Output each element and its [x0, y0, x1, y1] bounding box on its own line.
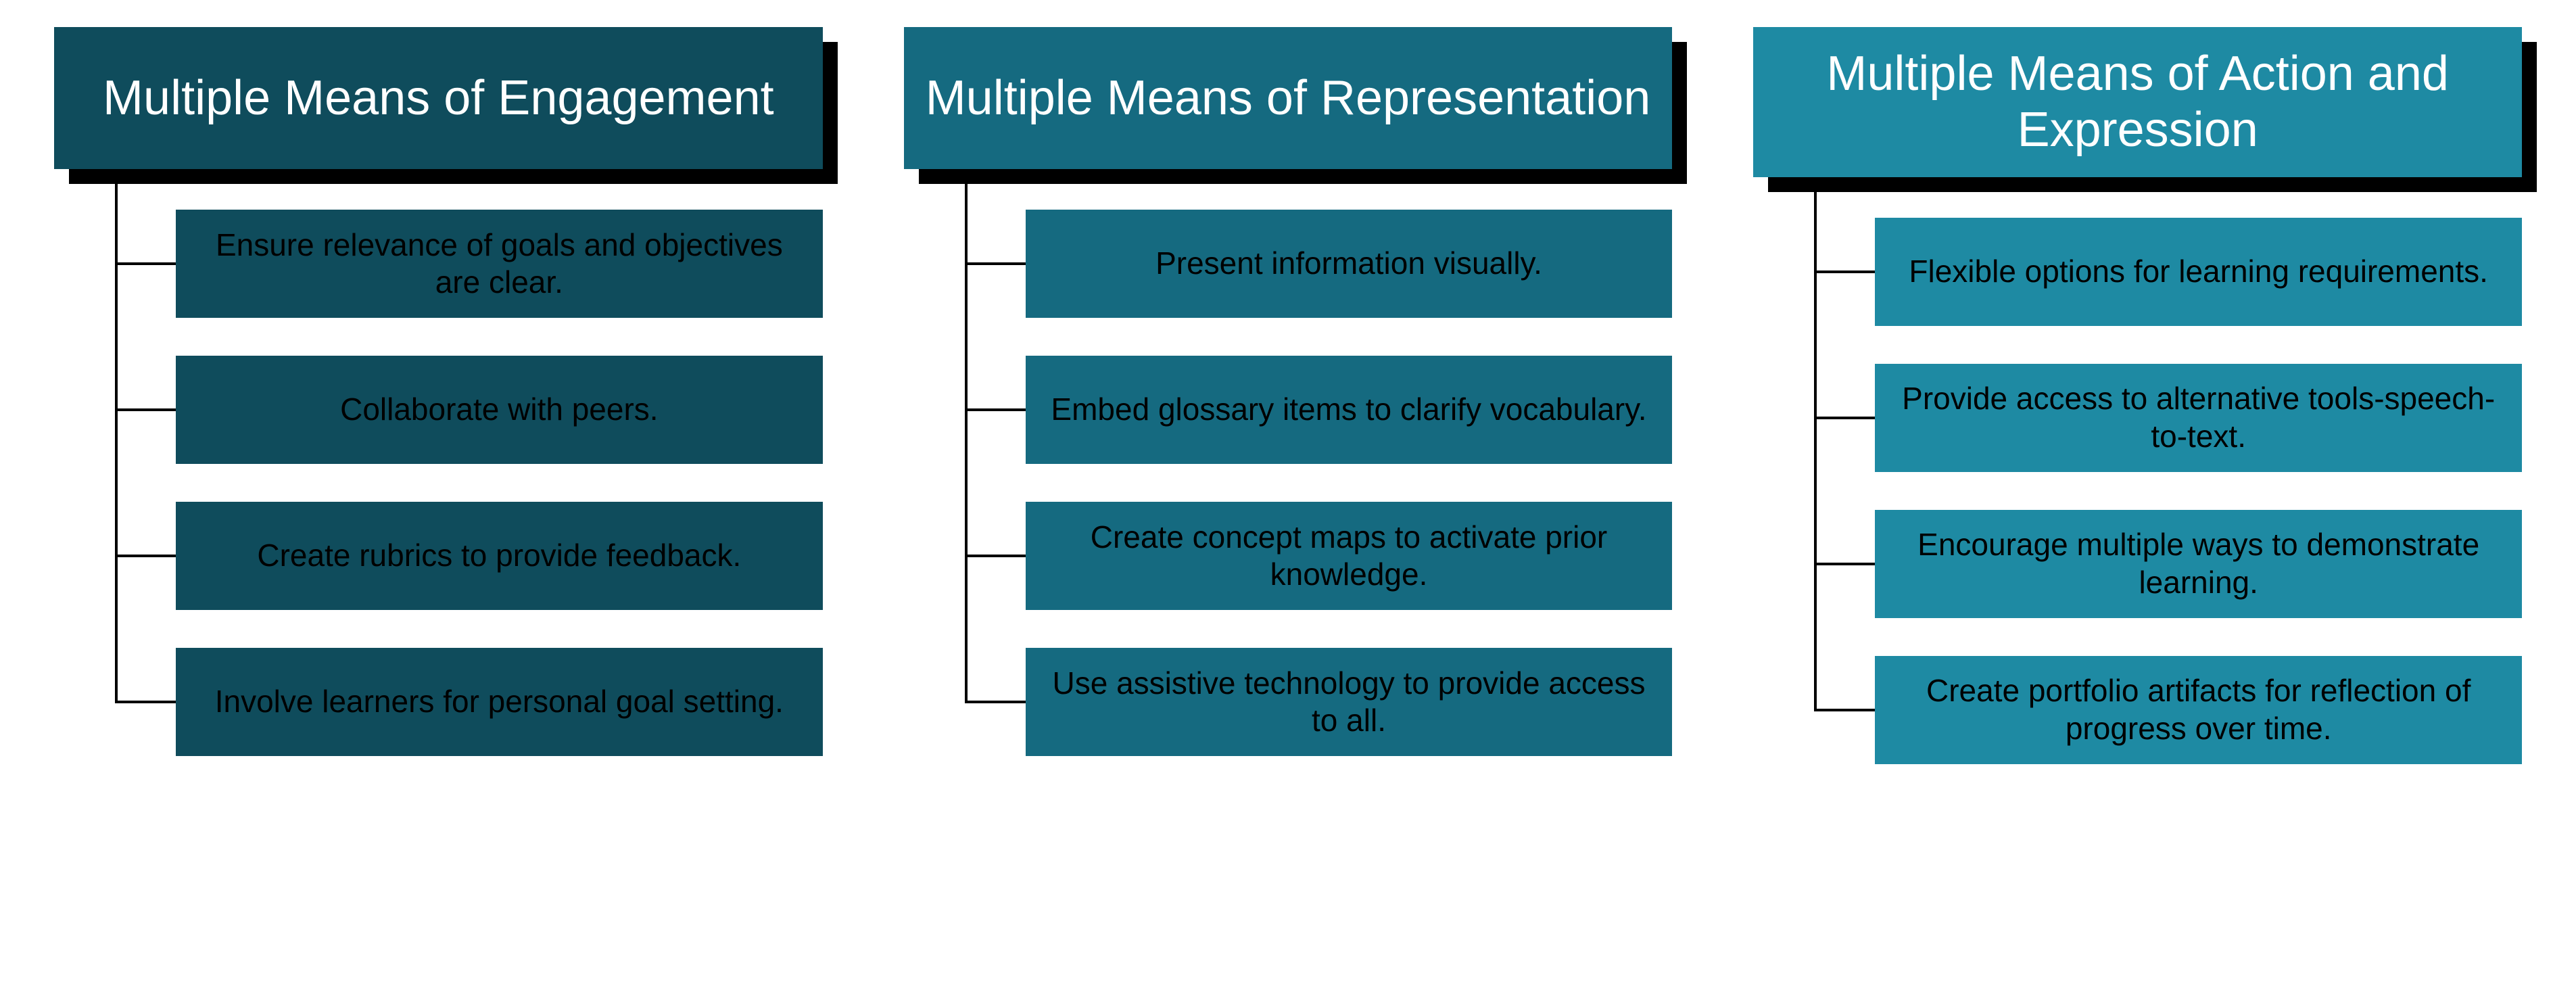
item-row: Use assistive technology to provide acce…: [1026, 648, 1673, 756]
item-box: Present information visually.: [1026, 210, 1673, 318]
item-box: Collaborate with peers.: [176, 356, 823, 464]
connector-horizontal: [965, 555, 1026, 557]
connector-horizontal: [115, 701, 176, 703]
item-row: Involve learners for personal goal setti…: [176, 648, 823, 756]
item-row: Create rubrics to provide feedback.: [176, 502, 823, 610]
item-box: Ensure relevance of goals and objectives…: [176, 210, 823, 318]
column-1: Multiple Means of Representation Present …: [904, 27, 1673, 802]
column-2: Multiple Means of Action and Expression F…: [1753, 27, 2522, 802]
connector-horizontal: [965, 701, 1026, 703]
header-box: Multiple Means of Representation: [904, 27, 1673, 169]
items-container: Ensure relevance of goals and objectives…: [54, 210, 823, 756]
header-box: Multiple Means of Action and Expression: [1753, 27, 2522, 177]
connector-vertical: [1814, 177, 1817, 711]
item-box: Involve learners for personal goal setti…: [176, 648, 823, 756]
item-row: Embed glossary items to clarify vocabula…: [1026, 356, 1673, 464]
item-box: Encourage multiple ways to demonstrate l…: [1875, 510, 2522, 618]
item-row: Encourage multiple ways to demonstrate l…: [1875, 510, 2522, 618]
connector-horizontal: [965, 408, 1026, 411]
connector-horizontal: [1814, 417, 1875, 419]
header-wrap: Multiple Means of Action and Expression: [1753, 27, 2522, 177]
header-wrap: Multiple Means of Engagement: [54, 27, 823, 169]
item-box: Create concept maps to activate prior kn…: [1026, 502, 1673, 610]
connector-horizontal: [1814, 709, 1875, 711]
connector-vertical: [115, 169, 118, 703]
columns-container: Multiple Means of Engagement Ensure relev…: [0, 0, 2576, 802]
items-container: Present information visually. Embed gloss…: [904, 210, 1673, 756]
connector-horizontal: [965, 262, 1026, 265]
item-box: Create portfolio artifacts for reflectio…: [1875, 656, 2522, 764]
item-row: Present information visually.: [1026, 210, 1673, 318]
item-row: Flexible options for learning requiremen…: [1875, 218, 2522, 326]
items-container: Flexible options for learning requiremen…: [1753, 218, 2522, 764]
item-row: Ensure relevance of goals and objectives…: [176, 210, 823, 318]
item-box: Create rubrics to provide feedback.: [176, 502, 823, 610]
item-box: Embed glossary items to clarify vocabula…: [1026, 356, 1673, 464]
item-box: Use assistive technology to provide acce…: [1026, 648, 1673, 756]
item-row: Create concept maps to activate prior kn…: [1026, 502, 1673, 610]
connector-vertical: [965, 169, 968, 703]
diagram-canvas: Multiple Means of Engagement Ensure relev…: [0, 0, 2576, 988]
connector-horizontal: [1814, 270, 1875, 273]
connector-horizontal: [115, 262, 176, 265]
item-box: Provide access to alternative tools-spee…: [1875, 364, 2522, 472]
connector-horizontal: [115, 555, 176, 557]
item-row: Create portfolio artifacts for reflectio…: [1875, 656, 2522, 764]
column-0: Multiple Means of Engagement Ensure relev…: [54, 27, 823, 802]
item-box: Flexible options for learning requiremen…: [1875, 218, 2522, 326]
header-box: Multiple Means of Engagement: [54, 27, 823, 169]
item-row: Provide access to alternative tools-spee…: [1875, 364, 2522, 472]
connector-horizontal: [1814, 563, 1875, 565]
item-row: Collaborate with peers.: [176, 356, 823, 464]
connector-horizontal: [115, 408, 176, 411]
header-wrap: Multiple Means of Representation: [904, 27, 1673, 169]
